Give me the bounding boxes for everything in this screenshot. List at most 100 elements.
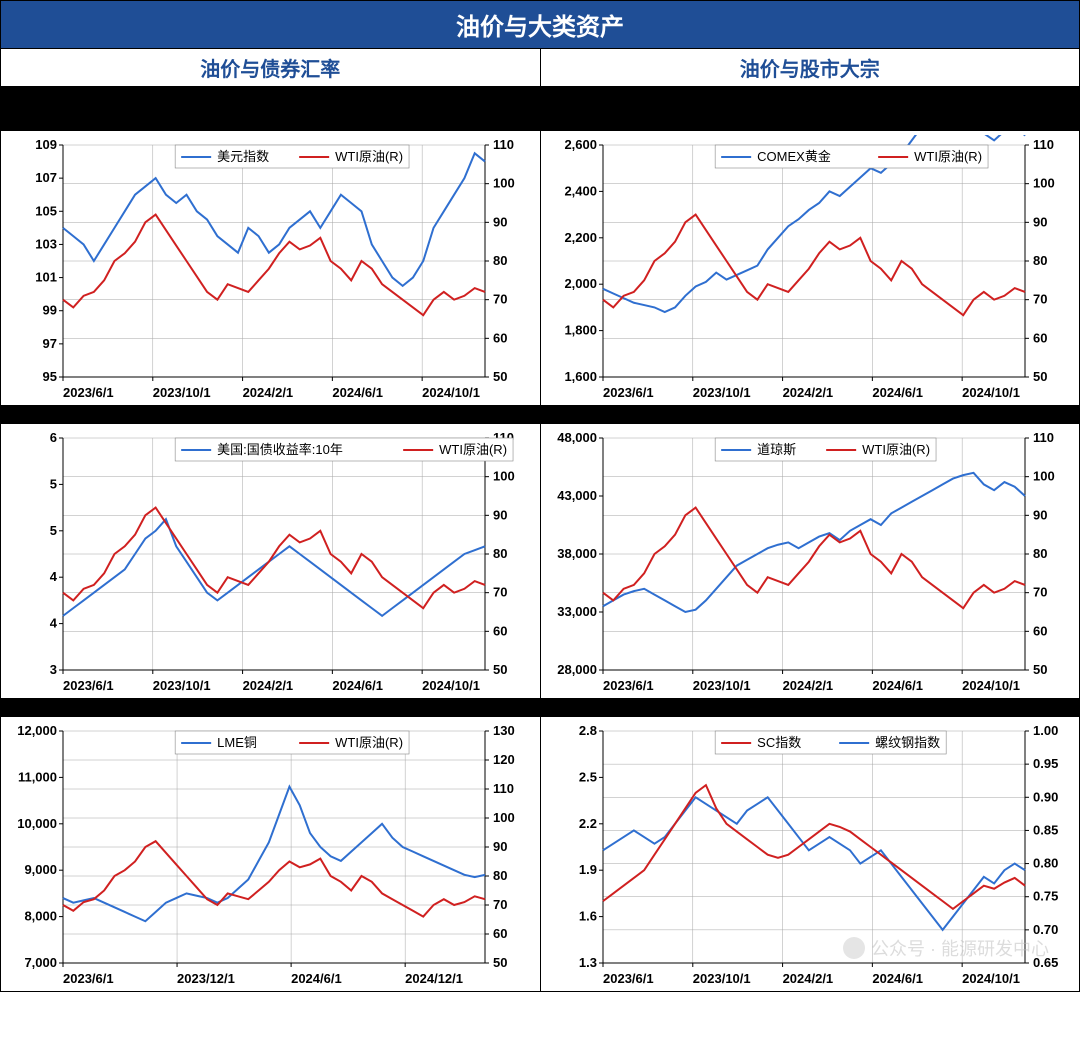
svg-text:105: 105 bbox=[35, 203, 57, 218]
svg-text:2023/10/1: 2023/10/1 bbox=[153, 678, 211, 693]
svg-text:美元指数: 美元指数 bbox=[217, 149, 269, 164]
svg-text:70: 70 bbox=[493, 292, 507, 307]
svg-text:美国:国债收益率:10年: 美国:国债收益率:10年 bbox=[217, 442, 343, 457]
svg-text:2023/6/1: 2023/6/1 bbox=[63, 678, 114, 693]
svg-text:LME铜: LME铜 bbox=[217, 735, 257, 750]
svg-text:COMEX黄金: COMEX黄金 bbox=[757, 149, 831, 164]
svg-text:28,000: 28,000 bbox=[557, 662, 597, 677]
svg-text:0.75: 0.75 bbox=[1033, 889, 1058, 904]
black-strip bbox=[0, 87, 1080, 131]
chart-cell-5: 7,0008,0009,00010,00011,00012,0005060708… bbox=[1, 717, 541, 991]
svg-text:11,000: 11,000 bbox=[18, 769, 57, 784]
svg-text:2023/12/1: 2023/12/1 bbox=[177, 971, 235, 986]
svg-text:0.95: 0.95 bbox=[1033, 756, 1058, 771]
svg-text:101: 101 bbox=[35, 270, 57, 285]
svg-text:60: 60 bbox=[1033, 623, 1047, 638]
svg-text:2023/10/1: 2023/10/1 bbox=[692, 385, 750, 400]
svg-text:130: 130 bbox=[493, 723, 515, 738]
svg-text:2024/10/1: 2024/10/1 bbox=[422, 385, 480, 400]
svg-text:2.8: 2.8 bbox=[578, 723, 596, 738]
svg-text:2024/10/1: 2024/10/1 bbox=[422, 678, 480, 693]
svg-text:99: 99 bbox=[43, 303, 57, 318]
svg-text:50: 50 bbox=[493, 369, 507, 384]
svg-text:2024/10/1: 2024/10/1 bbox=[962, 385, 1020, 400]
svg-text:2024/2/1: 2024/2/1 bbox=[782, 971, 833, 986]
chart-cell-4: 28,00033,00038,00043,00048,0005060708090… bbox=[541, 424, 1080, 698]
svg-text:43,000: 43,000 bbox=[557, 488, 597, 503]
svg-text:2024/6/1: 2024/6/1 bbox=[872, 385, 923, 400]
svg-text:80: 80 bbox=[1033, 253, 1047, 268]
svg-text:2,600: 2,600 bbox=[564, 137, 597, 152]
svg-text:螺纹钢指数: 螺纹钢指数 bbox=[875, 735, 940, 750]
svg-text:1,800: 1,800 bbox=[564, 323, 597, 338]
svg-text:4: 4 bbox=[50, 569, 58, 584]
svg-text:70: 70 bbox=[1033, 585, 1047, 600]
chart-row-1: 9597991011031051071095060708090100110202… bbox=[0, 131, 1080, 406]
svg-text:33,000: 33,000 bbox=[557, 604, 597, 619]
svg-text:2024/6/1: 2024/6/1 bbox=[332, 678, 383, 693]
svg-text:0.90: 0.90 bbox=[1033, 789, 1058, 804]
svg-text:60: 60 bbox=[493, 623, 507, 638]
svg-text:80: 80 bbox=[493, 546, 507, 561]
svg-text:2024/6/1: 2024/6/1 bbox=[872, 678, 923, 693]
svg-text:5: 5 bbox=[50, 523, 57, 538]
svg-text:2,200: 2,200 bbox=[564, 230, 597, 245]
svg-text:110: 110 bbox=[1033, 430, 1054, 445]
svg-text:2024/12/1: 2024/12/1 bbox=[405, 971, 463, 986]
svg-text:12,000: 12,000 bbox=[17, 723, 57, 738]
svg-text:5: 5 bbox=[50, 476, 57, 491]
svg-text:60: 60 bbox=[493, 330, 507, 345]
svg-text:2024/2/1: 2024/2/1 bbox=[243, 678, 294, 693]
chart-row-2: 3 4 4 5 5 6 50 60 70 80 90 100 110 2023/6/1 2023/10/1 2… bbox=[0, 424, 1080, 699]
svg-text:0.85: 0.85 bbox=[1033, 822, 1058, 837]
svg-text:1.3: 1.3 bbox=[578, 955, 596, 970]
svg-text:48,000: 48,000 bbox=[557, 430, 597, 445]
svg-text:103: 103 bbox=[35, 236, 57, 251]
svg-text:50: 50 bbox=[1033, 662, 1047, 677]
svg-text:70: 70 bbox=[1033, 292, 1047, 307]
svg-text:2024/6/1: 2024/6/1 bbox=[332, 385, 383, 400]
svg-text:100: 100 bbox=[1033, 469, 1055, 484]
svg-text:1,600: 1,600 bbox=[564, 369, 597, 384]
svg-text:WTI原油(R): WTI原油(R) bbox=[914, 149, 982, 164]
watermark: 公众号 · 能源研发中心 bbox=[843, 935, 1049, 961]
svg-text:90: 90 bbox=[1033, 214, 1047, 229]
svg-text:2023/6/1: 2023/6/1 bbox=[603, 385, 654, 400]
svg-text:2024/6/1: 2024/6/1 bbox=[872, 971, 923, 986]
svg-text:3: 3 bbox=[50, 662, 57, 677]
svg-text:50: 50 bbox=[493, 955, 507, 970]
svg-text:97: 97 bbox=[43, 336, 57, 351]
svg-text:2024/10/1: 2024/10/1 bbox=[962, 971, 1020, 986]
svg-text:100: 100 bbox=[493, 810, 515, 825]
svg-text:4: 4 bbox=[50, 616, 58, 631]
svg-text:WTI原油(R): WTI原油(R) bbox=[335, 735, 403, 750]
wechat-icon bbox=[843, 937, 865, 959]
svg-text:90: 90 bbox=[493, 507, 507, 522]
svg-text:80: 80 bbox=[1033, 546, 1047, 561]
svg-text:2024/2/1: 2024/2/1 bbox=[243, 385, 294, 400]
svg-text:80: 80 bbox=[493, 868, 507, 883]
black-strip bbox=[0, 699, 1080, 717]
svg-text:100: 100 bbox=[493, 469, 515, 484]
sub-header-right: 油价与股市大宗 bbox=[541, 49, 1080, 87]
chart-cell-1: 9597991011031051071095060708090100110202… bbox=[1, 131, 541, 405]
svg-text:2,400: 2,400 bbox=[564, 183, 597, 198]
svg-text:2,000: 2,000 bbox=[564, 276, 597, 291]
chart-row-3: 7,0008,0009,00010,00011,00012,0005060708… bbox=[0, 717, 1080, 992]
svg-text:1.9: 1.9 bbox=[578, 862, 596, 877]
svg-text:100: 100 bbox=[493, 176, 515, 191]
sub-headers: 油价与债券汇率 油价与股市大宗 bbox=[0, 49, 1080, 87]
svg-text:6: 6 bbox=[50, 430, 57, 445]
svg-text:9,000: 9,000 bbox=[24, 862, 57, 877]
svg-text:8,000: 8,000 bbox=[24, 909, 57, 924]
svg-text:2023/6/1: 2023/6/1 bbox=[63, 971, 114, 986]
svg-text:100: 100 bbox=[1033, 176, 1055, 191]
svg-text:2023/10/1: 2023/10/1 bbox=[692, 971, 750, 986]
svg-text:2024/6/1: 2024/6/1 bbox=[291, 971, 342, 986]
svg-text:120: 120 bbox=[493, 752, 515, 767]
chart-cell-3: 34455650607080901001102023/6/12023/10/12… bbox=[1, 424, 541, 698]
svg-text:1.6: 1.6 bbox=[578, 909, 596, 924]
svg-text:95: 95 bbox=[43, 369, 57, 384]
svg-text:2024/10/1: 2024/10/1 bbox=[962, 678, 1020, 693]
svg-text:70: 70 bbox=[493, 897, 507, 912]
